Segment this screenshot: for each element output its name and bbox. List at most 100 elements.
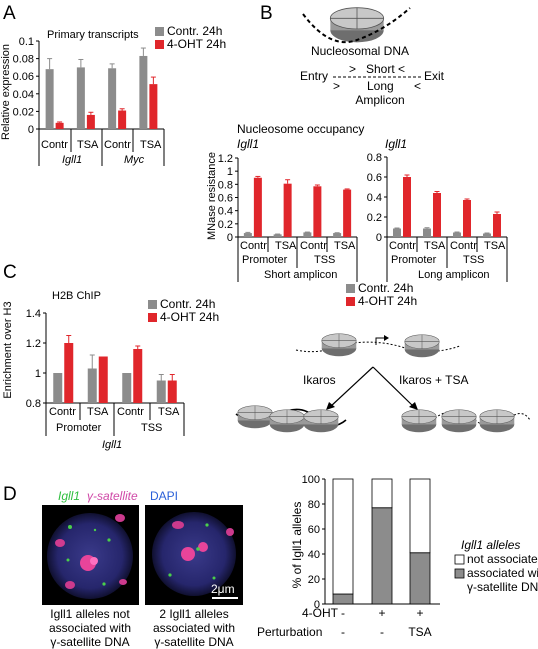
legend-swatch-not-associated — [454, 554, 465, 565]
y-tick-label: 0 — [314, 599, 320, 611]
xlabel-bl-promoter: Promoter — [242, 254, 288, 266]
caption-right-2: associated with — [153, 621, 235, 635]
xlabel-br-1: Contr — [389, 240, 416, 252]
bar-contr — [483, 233, 491, 237]
panel-a-title: Primary transcripts — [47, 29, 139, 41]
bar-contr — [53, 373, 63, 403]
y-tick-label: 0.08 — [13, 54, 34, 66]
panel-c-chart: 0.8 1 1.2 1.4 — [26, 308, 184, 410]
caption-right-1: 2 Igll1 alleles — [159, 607, 228, 621]
panel-label-b: B — [260, 3, 273, 24]
y-tick-label: 0.06 — [13, 71, 34, 83]
bar-oht — [98, 356, 108, 403]
occupancy-title: Nucleosome occupancy — [237, 122, 364, 136]
bar-oht — [433, 193, 441, 237]
xlabel-a-4: TSA — [140, 139, 162, 151]
xlabel-bl-2: TSA — [275, 240, 297, 252]
xlabel-br-2: TSA — [424, 240, 446, 252]
bar-oht — [118, 110, 127, 129]
y-tick-label: 0.8 — [26, 398, 41, 410]
xlabel-bl-amplicon: Short amplicon — [264, 269, 337, 281]
legend-title: Igll1 alleles — [461, 538, 520, 552]
short-label: Short — [366, 62, 395, 76]
xlabel-c-3: Contr — [117, 406, 144, 418]
long-label: Long — [367, 79, 394, 93]
bar-contr — [76, 67, 85, 129]
y-tick-label: 0.1 — [19, 36, 34, 48]
panel-c-ylabel: Enrichment over H3 — [2, 301, 14, 398]
bar-oht — [133, 349, 143, 403]
caption-right-3: γ-satellite DNA — [154, 635, 233, 649]
xlabel-c-gene: Igll1 — [102, 439, 122, 451]
nucleosome-top-right — [404, 334, 440, 358]
legend-swatch-oht — [148, 313, 157, 322]
bar-contr — [393, 228, 401, 237]
xlabel-br-tss: TSS — [463, 254, 484, 266]
bar-associated — [332, 593, 354, 605]
y-tick-label: 60 — [308, 524, 320, 536]
nucleosome-top-left — [321, 333, 357, 357]
panel-c-legend: Contr. 24h 4-OHT 24h — [148, 297, 219, 324]
bar-oht — [313, 186, 322, 237]
bar-oht — [343, 189, 352, 237]
bar-contr — [108, 68, 117, 129]
legend-label-contr: Contr. 24h — [160, 297, 215, 311]
xlabel-bl-3: Contr — [300, 240, 327, 252]
panel-a-ylabel: Relative expression — [0, 44, 12, 140]
panel-b-ylabel: MNase resistance — [206, 152, 218, 240]
stain-label-gamma: γ-satellite — [87, 489, 138, 503]
xlabel-bl-tss: TSS — [314, 254, 335, 266]
y-tick-label: 1.4 — [26, 308, 41, 320]
panel-bl-group-dividers — [237, 237, 358, 282]
panel-label-c: C — [3, 262, 17, 283]
bar-oht — [463, 200, 471, 237]
bar-not-associated — [371, 478, 393, 509]
xlabel-c-4: TSA — [158, 406, 180, 418]
legend-label-contr: Contr. 24h — [358, 281, 413, 295]
panel-d-legend: Igll1 alleles not associated associated … — [454, 538, 538, 594]
panel-a-group-dividers — [38, 129, 165, 166]
y-tick-label: 1 — [227, 166, 233, 178]
caption-left-2: associated with — [49, 621, 131, 635]
nucleosome-ikaros-1 — [237, 405, 273, 429]
bar-oht — [55, 122, 64, 129]
xlabel-c-tss: TSS — [141, 422, 162, 434]
row1-val-1: - — [341, 606, 345, 620]
bar-oht — [167, 380, 177, 403]
legend-swatch-oht — [346, 297, 355, 306]
xlabel-a-1: Contr — [41, 139, 68, 151]
bar-associated — [409, 552, 431, 605]
legend-label-oht: 4-OHT 24h — [358, 294, 417, 308]
long-fwd-arrow: > — [333, 79, 340, 93]
nucleosome-ikaros-3 — [303, 409, 339, 433]
bar-oht — [283, 183, 292, 237]
panel-a-chart: 0 0.02 0.04 0.06 0.08 0.1 — [13, 36, 164, 136]
xlabel-c-1: Contr — [49, 406, 76, 418]
legend-label-oht: 4-OHT 24h — [160, 310, 219, 324]
panel-c-group-dividers — [45, 403, 185, 436]
bar-oht — [64, 343, 74, 403]
bar-contr — [453, 232, 461, 237]
legend-label-associated-2: γ-satellite DNA — [467, 580, 538, 594]
y-tick-label: 0 — [376, 232, 382, 244]
long-rev-arrow: < — [414, 79, 421, 93]
nucleosome-schematic — [302, 7, 411, 44]
bar-oht — [493, 214, 501, 237]
y-tick-label: 1.2 — [26, 338, 41, 350]
xlabel-br-3: Contr — [450, 240, 477, 252]
nucleosome-tsa-1 — [401, 409, 437, 433]
ikaros-diagram — [235, 333, 531, 433]
y-tick-label: 1.2 — [218, 153, 233, 165]
short-fwd-arrow: > — [349, 62, 356, 76]
y-tick-label: 0.4 — [367, 192, 382, 204]
panel-label-d: D — [3, 484, 17, 505]
arrow-right — [372, 366, 415, 408]
bar-not-associated — [332, 478, 354, 595]
y-tick-label: 20 — [308, 574, 320, 586]
group-label-igll1: Igll1 — [62, 154, 82, 166]
y-tick-label: 100 — [302, 474, 320, 486]
group-label-myc: Myc — [124, 154, 145, 166]
xlabel-br-amplicon: Long amplicon — [418, 269, 490, 281]
y-tick-label: 0 — [227, 232, 233, 244]
nucleosome-tsa-3 — [479, 409, 515, 433]
